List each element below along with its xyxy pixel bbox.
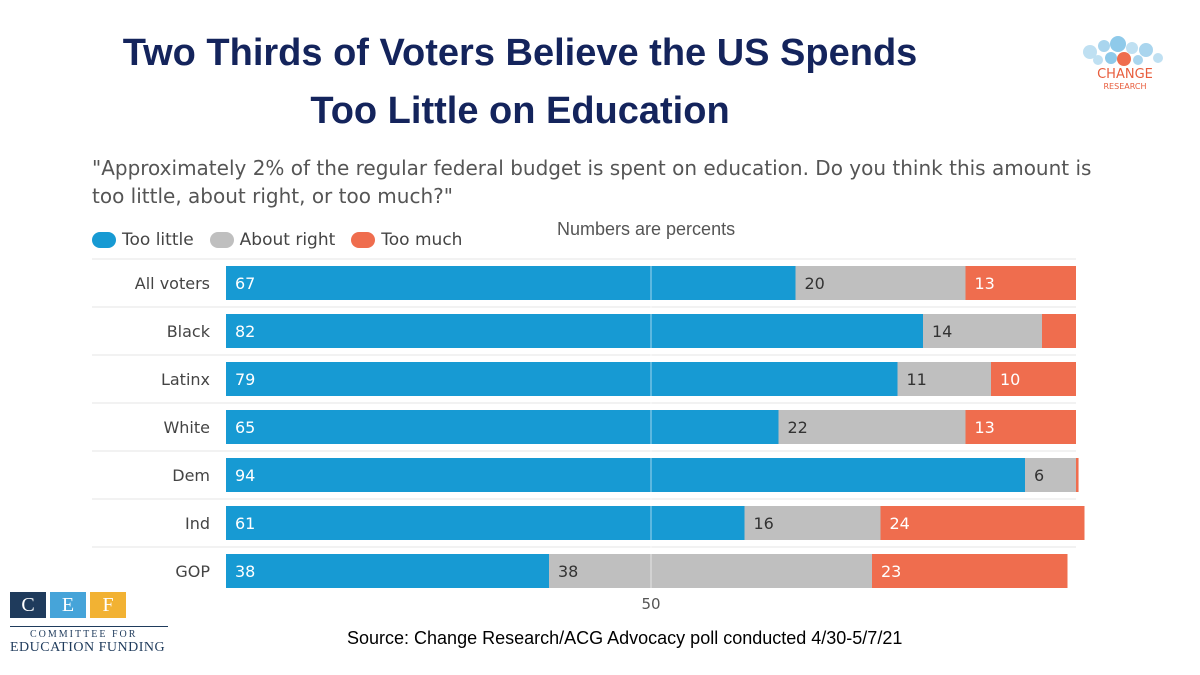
data-label-about-right: 11: [907, 370, 927, 389]
category-label: All voters: [135, 274, 210, 293]
cef-logo-rule: [10, 626, 168, 627]
reference-label: 50: [641, 595, 660, 613]
data-label-too-little: 94: [235, 466, 255, 485]
source-citation: Source: Change Research/ACG Advocacy pol…: [347, 628, 903, 648]
data-label-about-right: 14: [932, 322, 952, 341]
category-label: Ind: [185, 514, 210, 533]
category-label: Dem: [172, 466, 210, 485]
bar-too-much: [1076, 458, 1079, 492]
bar-too-much: [965, 266, 1076, 300]
bar-about-right: [923, 314, 1042, 348]
bar-about-right: [795, 266, 966, 300]
change-research-bubbles-icon: [1083, 36, 1163, 66]
survey-question: "Approximately 2% of the regular federal…: [92, 156, 1092, 208]
data-label-too-little: 61: [235, 514, 255, 533]
category-label: Black: [167, 322, 211, 341]
bar-too-little: [226, 314, 923, 348]
cef-logo: C E F COMMITTEE FOR EDUCATION FUNDING: [10, 592, 170, 656]
legend-item-too-much: Too much: [351, 230, 462, 250]
title-line-2: Too Little on Education: [310, 90, 730, 132]
data-label-about-right: 6: [1034, 466, 1044, 485]
bar-too-much: [991, 362, 1076, 396]
bar-too-little: [226, 458, 1025, 492]
legend-label-about-right: About right: [239, 230, 336, 250]
change-research-logo-text: CHANGE: [1097, 67, 1153, 82]
bar-about-right: [1025, 458, 1076, 492]
data-label-about-right: 20: [805, 274, 825, 293]
bar-too-much: [872, 554, 1068, 588]
data-label-too-much: 10: [1000, 370, 1020, 389]
bar-too-much: [1042, 314, 1076, 348]
bar-too-little: [226, 266, 796, 300]
category-label: GOP: [175, 562, 210, 581]
data-label-too-little: 38: [235, 562, 255, 581]
data-label-about-right: 16: [754, 514, 774, 533]
change-research-logo: [1078, 36, 1170, 100]
data-label-too-little: 82: [235, 322, 255, 341]
cef-logo-f: F: [90, 592, 126, 618]
category-label: Latinx: [161, 370, 210, 389]
data-label-too-little: 67: [235, 274, 255, 293]
legend-label-too-little: Too little: [122, 230, 194, 250]
cef-logo-line-1: COMMITTEE FOR: [30, 629, 138, 640]
legend-swatch-too-little: [92, 232, 116, 248]
category-label: White: [163, 418, 210, 437]
cef-logo-c: C: [10, 592, 46, 618]
legend-swatch-too-much: [351, 232, 376, 248]
bar-about-right: [549, 554, 872, 588]
data-label-about-right: 22: [788, 418, 808, 437]
cef-logo-e: E: [50, 592, 86, 618]
legend-item-about-right: About right: [209, 230, 336, 250]
bar-about-right: [778, 410, 966, 444]
data-label-about-right: 38: [558, 562, 578, 581]
bar-too-much: [965, 410, 1076, 444]
units-note: Numbers are percents: [557, 219, 736, 239]
data-label-too-little: 65: [235, 418, 255, 437]
title-line-1: Two Thirds of Voters Believe the US Spen…: [122, 32, 918, 74]
change-research-logo-subtext: RESEARCH: [1103, 82, 1147, 91]
cef-logo-boxes: C E F: [10, 592, 170, 618]
cef-logo-line-2: EDUCATION FUNDING: [10, 640, 166, 655]
data-label-too-much: 13: [975, 418, 995, 437]
bar-about-right: [744, 506, 881, 540]
bar-too-little: [226, 362, 898, 396]
data-label-too-much: 13: [975, 274, 995, 293]
bar-too-much: [880, 506, 1085, 540]
legend-item-too-little: Too little: [92, 230, 194, 250]
data-label-too-little: 79: [235, 370, 255, 389]
data-label-too-much: 24: [890, 514, 910, 533]
bar-too-little: [226, 410, 779, 444]
data-label-too-much: 23: [881, 562, 901, 581]
bar-too-little: [226, 506, 745, 540]
bar-about-right: [897, 362, 991, 396]
bar-too-little: [226, 554, 549, 588]
chart-legend: Too little About right Too much: [92, 226, 478, 254]
legend-label-too-much: Too much: [381, 230, 463, 250]
legend-swatch-about-right: [209, 232, 234, 248]
